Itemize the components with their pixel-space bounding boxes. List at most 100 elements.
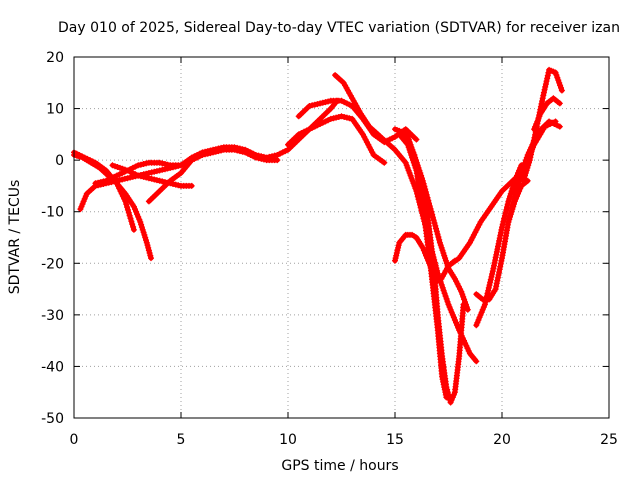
data-point-marker <box>540 89 547 96</box>
data-point-marker <box>439 284 446 291</box>
data-point-marker <box>506 216 513 223</box>
y-tick-labels: -50 -40 -30 -20 -10 0 10 20 <box>41 50 64 427</box>
data-point-marker <box>510 199 517 206</box>
data-point-marker <box>159 178 166 185</box>
data-point-marker <box>317 121 324 127</box>
data-point-marker <box>105 176 112 183</box>
data-point-marker <box>514 186 520 192</box>
data-point-marker <box>503 207 510 213</box>
data-point-marker <box>433 225 439 232</box>
data-point-marker <box>482 298 489 305</box>
data-point-marker <box>430 217 437 224</box>
data-point-marker <box>426 200 432 207</box>
data-point-marker <box>156 159 163 166</box>
data-point-marker <box>429 211 436 218</box>
data-point-marker <box>282 148 289 155</box>
data-point-marker <box>443 394 450 401</box>
data-point-marker <box>199 152 206 158</box>
data-point-marker <box>502 209 509 216</box>
series-arc-16 <box>473 162 525 329</box>
x-tick-label: 20 <box>493 432 511 448</box>
y-tick-label: -20 <box>41 256 64 272</box>
data-point-marker <box>558 87 565 94</box>
data-point-marker <box>485 284 492 291</box>
data-point-marker <box>442 293 449 300</box>
data-point-marker <box>554 122 561 129</box>
data-point-marker <box>484 290 491 297</box>
data-point-marker <box>338 113 345 120</box>
data-point-marker <box>84 155 91 162</box>
data-point-marker <box>544 72 551 79</box>
y-tick-label: -50 <box>41 411 64 427</box>
data-point-marker <box>424 194 431 201</box>
data-series <box>71 66 565 406</box>
data-point-marker <box>464 306 471 313</box>
data-point-marker <box>73 150 80 157</box>
data-point-marker <box>123 201 130 208</box>
y-tick-label: 20 <box>46 50 64 66</box>
series-arc-12 <box>396 131 450 401</box>
series-line <box>71 152 154 261</box>
data-point-marker <box>548 119 555 126</box>
data-point-marker <box>489 271 496 277</box>
y-tick-label: 10 <box>46 102 64 118</box>
data-point-marker <box>325 117 332 124</box>
y-tick-label: -30 <box>41 308 64 324</box>
data-point-marker <box>130 226 137 233</box>
data-point-marker <box>129 164 136 171</box>
data-point-marker <box>487 276 494 283</box>
data-point-marker <box>433 228 440 235</box>
data-point-marker <box>191 155 198 162</box>
data-point-marker <box>89 158 96 165</box>
y-axis-label: SDTVAR / TECUs <box>7 180 23 295</box>
data-point-marker <box>148 255 154 262</box>
data-point-marker <box>341 99 348 106</box>
series-arc-13 <box>402 133 471 313</box>
x-tick-label: 5 <box>177 432 186 448</box>
data-point-marker <box>427 205 434 212</box>
data-point-marker <box>346 115 353 122</box>
data-point-marker <box>413 136 420 143</box>
data-point-marker <box>124 167 131 174</box>
x-tick-label: 0 <box>70 432 79 448</box>
data-point-marker <box>555 77 562 84</box>
series-arc-19 <box>505 118 563 225</box>
data-point-marker <box>188 182 195 189</box>
data-point-marker <box>129 221 136 228</box>
data-point-marker <box>314 101 321 108</box>
data-point-marker <box>425 197 432 204</box>
data-point-marker <box>231 146 238 153</box>
data-point-marker <box>551 121 558 127</box>
data-point-marker <box>444 298 451 305</box>
data-point-marker <box>129 170 136 176</box>
data-point-marker <box>434 231 441 238</box>
data-point-marker <box>132 171 139 178</box>
data-point-marker <box>389 135 396 142</box>
data-point-marker <box>127 215 134 222</box>
data-point-marker <box>309 102 316 109</box>
data-point-marker <box>79 153 85 160</box>
data-point-marker <box>132 163 139 170</box>
series-arc-15 <box>473 177 531 303</box>
data-point-marker <box>156 167 163 174</box>
data-point-marker <box>242 149 249 156</box>
data-point-marker <box>113 172 120 179</box>
data-point-marker <box>125 209 132 216</box>
data-point-marker <box>512 191 519 198</box>
data-point-marker <box>319 119 326 126</box>
data-point-marker <box>504 204 510 211</box>
data-point-marker <box>431 220 438 226</box>
data-point-marker <box>386 136 393 143</box>
data-point-marker <box>483 296 490 302</box>
data-point-marker <box>128 218 135 225</box>
data-point-marker <box>346 101 353 108</box>
data-point-marker <box>148 175 155 182</box>
data-point-marker <box>422 189 429 195</box>
series-arc-9 <box>332 72 480 365</box>
data-point-marker <box>501 212 508 219</box>
series-arc-7 <box>285 113 388 166</box>
data-point-marker <box>218 147 225 154</box>
data-point-marker <box>148 169 155 176</box>
data-point-marker <box>124 175 131 182</box>
